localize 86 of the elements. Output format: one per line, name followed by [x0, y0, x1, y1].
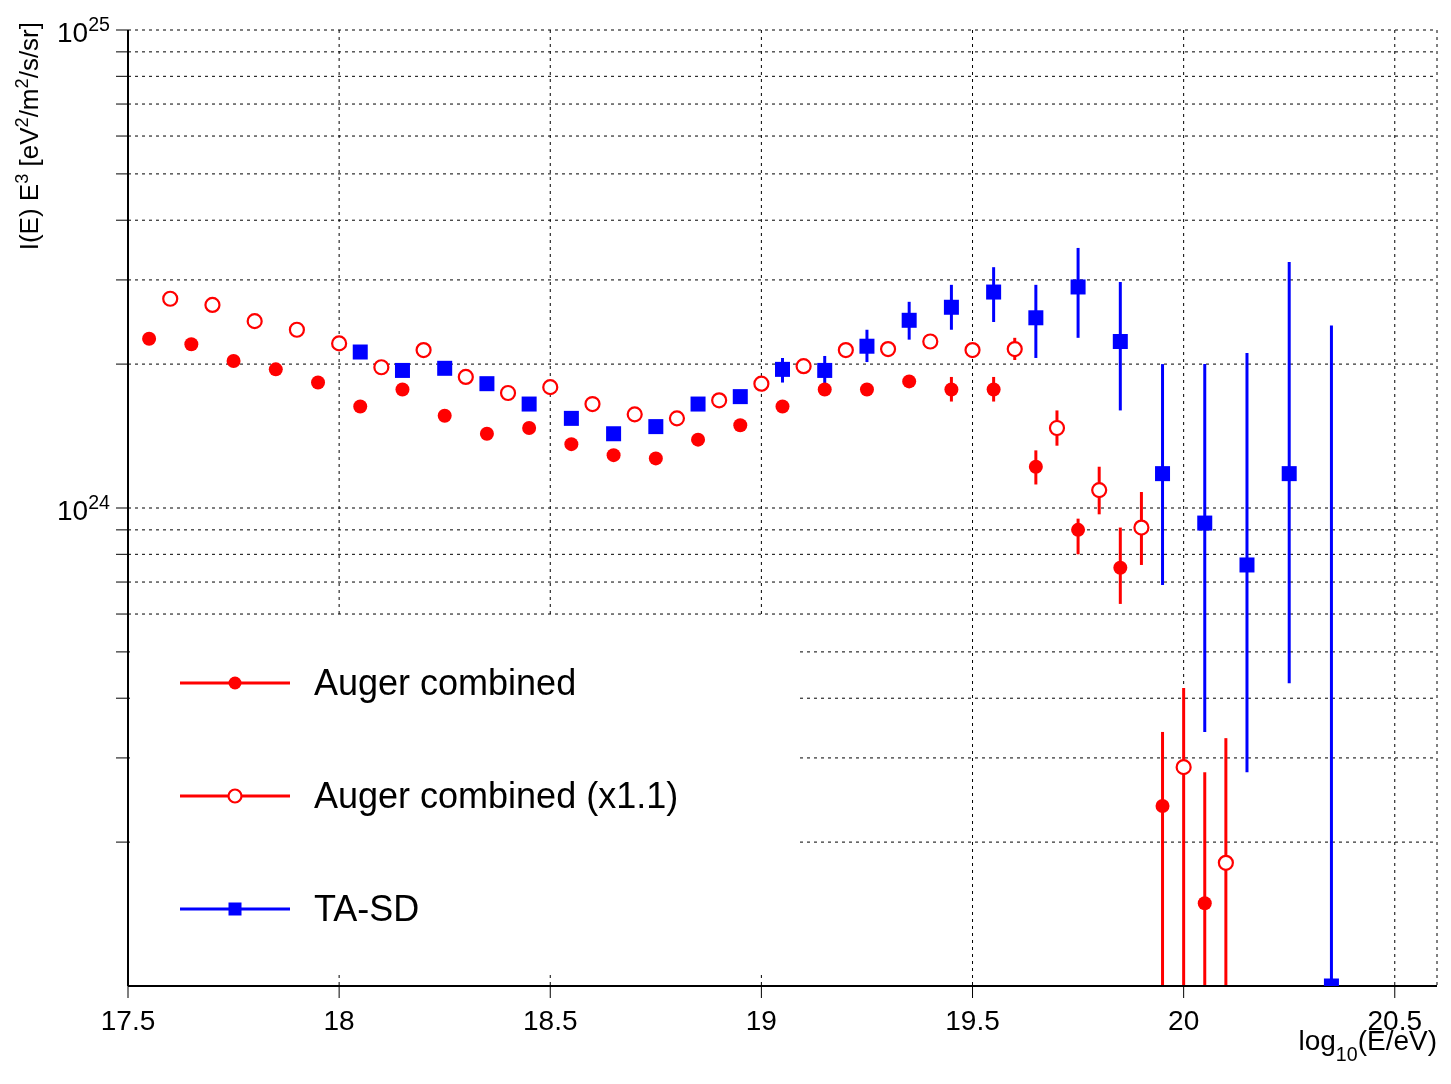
legend-label: Auger combined (x1.1): [314, 774, 679, 817]
legend-label: TA-SD: [314, 887, 420, 930]
point: [626, 406, 643, 423]
x-tick-label: 19: [745, 1005, 777, 1036]
point: [142, 331, 157, 346]
point: [437, 360, 453, 376]
point: [901, 312, 917, 328]
x-tick-label: 18.5: [523, 1005, 578, 1036]
point: [668, 410, 686, 427]
point: [1028, 310, 1044, 326]
point: [795, 358, 812, 375]
point: [1197, 515, 1213, 531]
point: [563, 410, 579, 426]
x-tick-label: 19.5: [945, 1005, 1000, 1036]
point: [732, 389, 748, 405]
point: [606, 426, 622, 442]
point: [690, 396, 706, 412]
point: [457, 368, 474, 386]
point: [415, 341, 432, 359]
point: [1006, 340, 1023, 358]
point: [331, 335, 348, 352]
point: [943, 299, 959, 315]
point: [564, 437, 579, 452]
point: [521, 396, 537, 412]
y-tick-label: 10$^{24}$: [57, 491, 111, 526]
point: [879, 340, 897, 358]
point: [711, 392, 728, 409]
point: [162, 290, 179, 307]
point: [352, 344, 368, 360]
x-tick-label: 18: [323, 1005, 355, 1036]
point: [817, 362, 833, 378]
point: [522, 421, 537, 436]
point: [184, 337, 199, 352]
point: [1155, 466, 1171, 482]
point: [353, 399, 368, 414]
point: [373, 359, 390, 376]
x-tick-label: 20: [1168, 1005, 1200, 1036]
point: [775, 361, 790, 377]
point: [648, 419, 664, 435]
point: [1217, 854, 1234, 871]
point: [859, 382, 874, 397]
point: [542, 379, 559, 396]
point: [1133, 519, 1150, 536]
point: [775, 399, 790, 414]
point: [1197, 896, 1212, 911]
point: [837, 341, 854, 359]
point: [859, 338, 875, 354]
point: [268, 362, 283, 377]
legend-label: Auger combined: [314, 661, 577, 704]
point: [479, 376, 495, 392]
point: [288, 321, 305, 338]
point: [1112, 334, 1128, 350]
point: [986, 382, 1001, 397]
point: [246, 313, 263, 330]
point: [1071, 522, 1086, 537]
point: [902, 374, 917, 389]
point: [964, 341, 981, 359]
point: [479, 426, 494, 441]
point: [1239, 557, 1255, 573]
point: [394, 362, 410, 378]
y-tick-label: 10$^{25}$: [57, 13, 111, 48]
point: [226, 354, 241, 369]
point: [691, 432, 706, 447]
point: [1113, 560, 1128, 575]
point: [395, 382, 410, 397]
point: [1281, 466, 1297, 482]
point: [437, 408, 452, 423]
point: [817, 382, 832, 397]
point: [753, 375, 770, 392]
point: [1175, 759, 1192, 776]
point: [1070, 279, 1086, 295]
point: [584, 395, 601, 413]
point: [1091, 482, 1108, 499]
x-tick-label: 17.5: [100, 1005, 156, 1036]
point: [944, 382, 959, 397]
point: [499, 384, 517, 402]
point: [986, 284, 1002, 300]
point: [1048, 419, 1066, 437]
point: [606, 448, 621, 463]
point: [733, 418, 748, 433]
point: [204, 296, 221, 314]
point: [1028, 459, 1043, 474]
point: [648, 451, 663, 466]
point: [922, 333, 939, 350]
point: [311, 375, 326, 390]
point: [1155, 799, 1170, 813]
